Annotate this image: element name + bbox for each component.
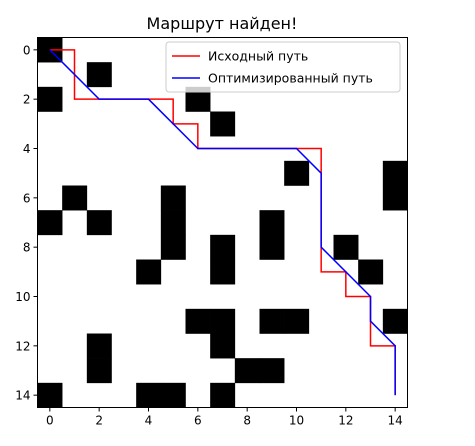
obstacle-cell <box>210 111 236 137</box>
x-tick-label: 12 <box>338 414 353 428</box>
path-lines <box>49 49 396 396</box>
legend-label: Оптимизированный путь <box>208 71 373 86</box>
y-tick-label: 4 <box>23 142 31 156</box>
obstacle-cell <box>259 234 285 260</box>
y-axis-ticks: 0 2 4 6 8 10 12 14 <box>15 43 38 403</box>
x-tick-label: 6 <box>194 414 202 428</box>
obstacle-cell <box>86 358 112 384</box>
obstacle-cell <box>136 382 162 408</box>
y-tick-label: 0 <box>23 43 31 57</box>
y-tick-label: 10 <box>15 290 30 304</box>
obstacle-cell <box>185 308 211 334</box>
obstacle-cell <box>62 185 88 211</box>
obstacle-cell <box>333 234 359 260</box>
obstacle-cell <box>259 308 285 334</box>
obstacle-cell <box>284 160 310 186</box>
obstacle-cell <box>160 185 186 211</box>
obstacle-cell <box>37 382 63 408</box>
obstacle-cell <box>358 259 384 285</box>
obstacle-cell <box>210 234 236 260</box>
x-tick-label: 2 <box>95 414 103 428</box>
obstacle-cell <box>160 234 186 260</box>
obstacle-cell <box>210 308 236 334</box>
y-tick-label: 8 <box>23 241 31 255</box>
obstacle-cell <box>160 210 186 236</box>
obstacle-cell <box>259 210 285 236</box>
legend: Исходный путь Оптимизированный путь <box>165 41 401 93</box>
x-tick-label: 4 <box>145 414 153 428</box>
obstacle-cell <box>86 210 112 236</box>
obstacle-cell <box>136 259 162 285</box>
obstacle-cell <box>210 333 236 359</box>
obstacle-cell <box>37 86 63 112</box>
obstacle-cell <box>210 382 236 408</box>
y-tick-label: 6 <box>23 191 31 205</box>
optimized-path-line <box>49 49 396 396</box>
obstacle-cell <box>234 358 260 384</box>
obstacle-cell <box>382 160 408 186</box>
obstacle-cell <box>382 185 408 211</box>
obstacle-cell <box>259 358 285 384</box>
x-tick-label: 10 <box>289 414 304 428</box>
chart-title: Маршрут найден! <box>147 14 298 33</box>
legend-box <box>165 41 401 93</box>
obstacle-cell <box>284 308 310 334</box>
obstacle-cell <box>37 210 63 236</box>
y-tick-label: 12 <box>15 339 30 353</box>
x-tick-label: 8 <box>243 414 251 428</box>
y-tick-label: 14 <box>15 389 30 403</box>
obstacle-cell <box>86 333 112 359</box>
plot-frame <box>37 37 408 408</box>
obstacle-cell <box>382 308 408 334</box>
x-tick-label: 0 <box>46 414 54 428</box>
x-axis-ticks: 0 2 4 6 8 10 12 14 <box>46 407 403 428</box>
obstacle-cell <box>160 382 186 408</box>
obstacle-cell <box>210 259 236 285</box>
y-tick-label: 2 <box>23 93 31 107</box>
obstacle-cell <box>86 62 112 88</box>
legend-label: Исходный путь <box>208 49 308 64</box>
x-tick-label: 14 <box>388 414 403 428</box>
